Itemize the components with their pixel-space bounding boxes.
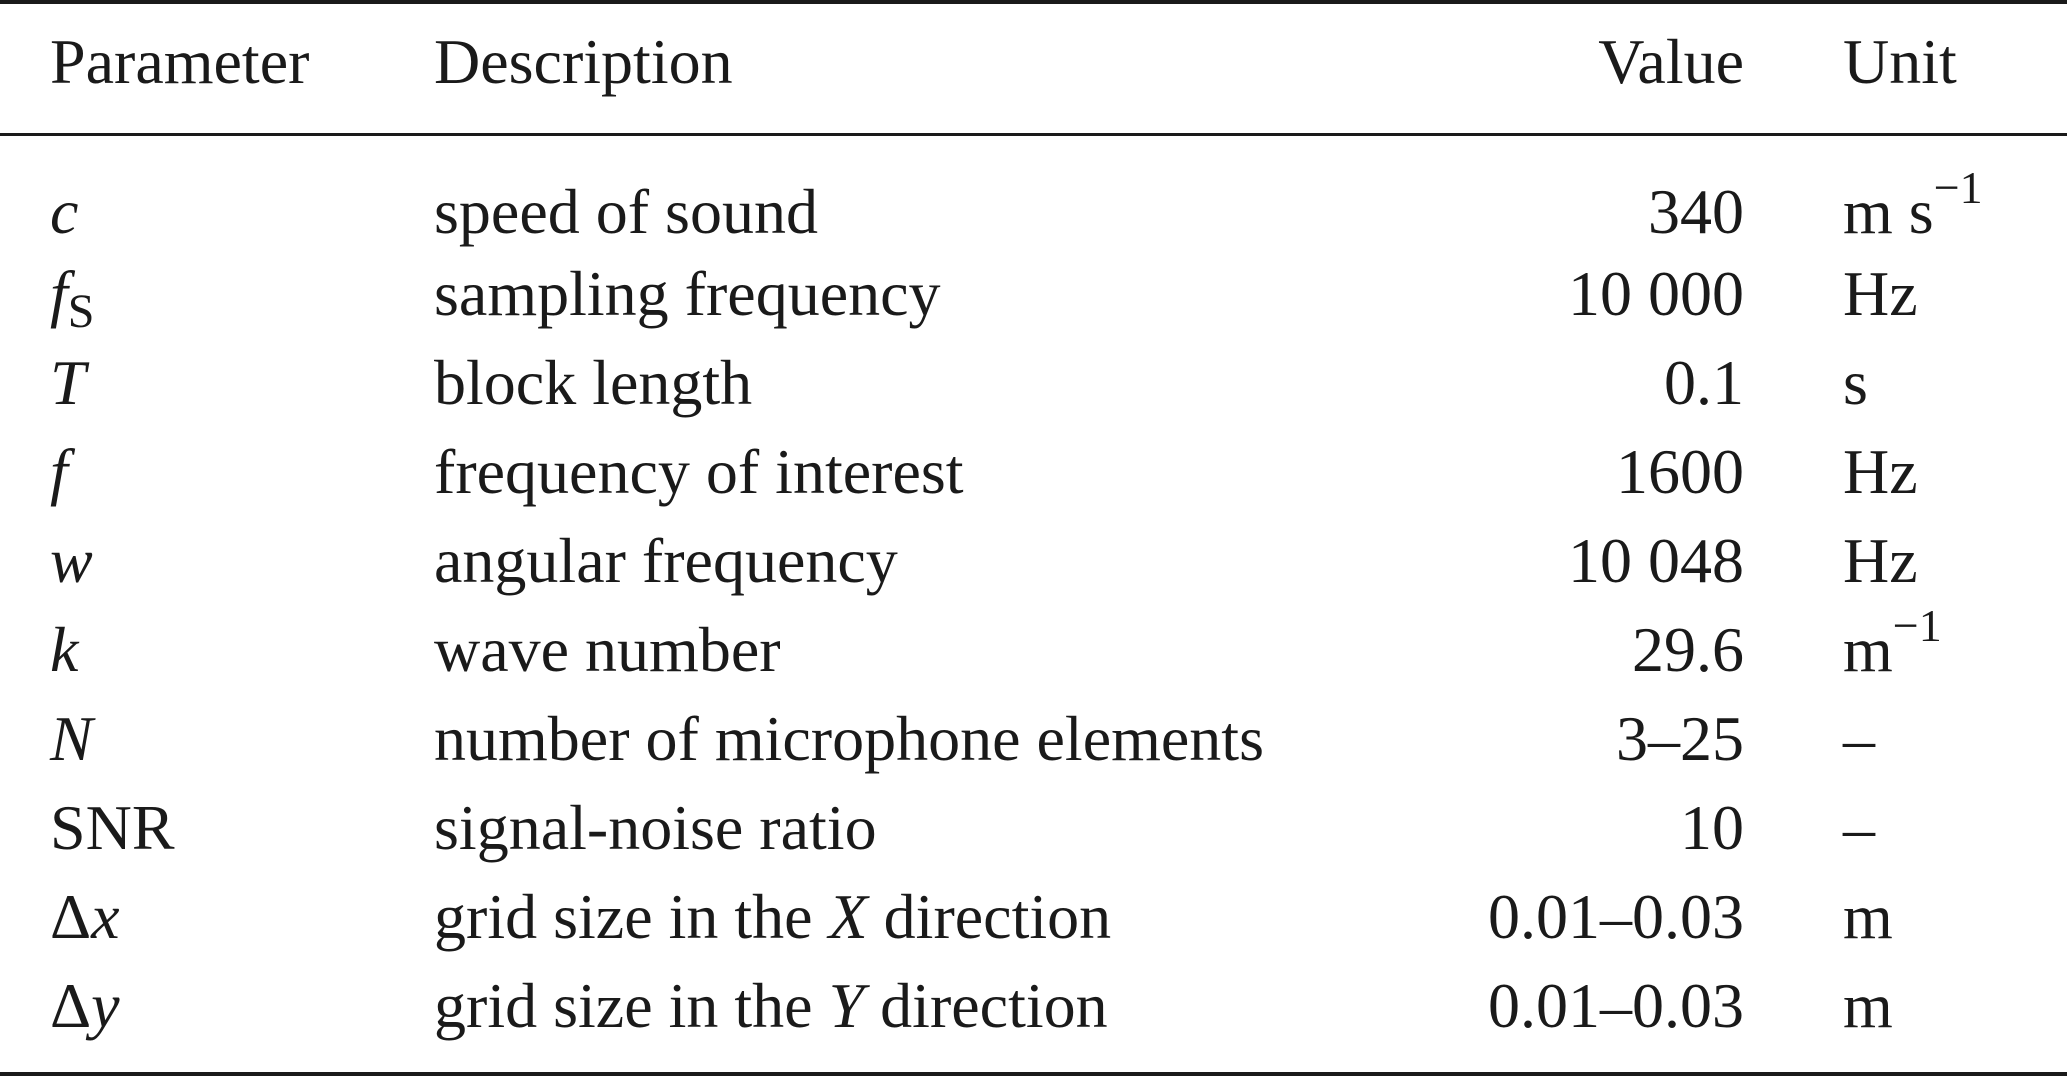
param-unit: m xyxy=(1843,970,1893,1041)
param-value: 0.1 xyxy=(1664,347,1744,418)
param-value: 29.6 xyxy=(1632,614,1744,685)
param-description: grid size in the X direction xyxy=(434,885,1111,949)
param-description: angular frequency xyxy=(434,525,898,596)
symbol-base: y xyxy=(91,970,120,1041)
param-symbol: w xyxy=(50,525,93,596)
param-symbol: c xyxy=(50,176,79,247)
symbol-delta: Δ xyxy=(50,970,92,1041)
param-symbol: T xyxy=(50,347,86,418)
table-top-rule xyxy=(0,0,2067,4)
header-parameter: Parameter xyxy=(50,26,310,97)
description-text: grid size in the xyxy=(434,970,829,1041)
param-symbol: k xyxy=(50,614,79,685)
param-description: sampling frequency xyxy=(434,258,941,329)
description-text: direction xyxy=(867,881,1112,952)
param-symbol: Δy xyxy=(50,974,120,1038)
unit-exponent: −1 xyxy=(1892,600,1942,651)
param-value: 0.01–0.03 xyxy=(1488,881,1744,952)
param-value: 340 xyxy=(1648,176,1744,247)
param-unit: Hz xyxy=(1843,525,1918,596)
param-unit: m−1 xyxy=(1843,603,1942,682)
param-unit: s xyxy=(1843,347,1868,418)
header-value: Value xyxy=(1598,26,1744,97)
param-description: number of microphone elements xyxy=(434,703,1264,774)
param-description: speed of sound xyxy=(434,176,818,247)
param-value: 10 xyxy=(1680,792,1744,863)
param-value: 0.01–0.03 xyxy=(1488,970,1744,1041)
header-description: Description xyxy=(434,26,733,97)
param-unit: m xyxy=(1843,881,1893,952)
table-header-row: Parameter Description Value Unit xyxy=(0,30,2067,100)
param-unit: – xyxy=(1843,703,1875,774)
description-variable: Y xyxy=(828,970,865,1041)
param-value: 10 048 xyxy=(1568,525,1744,596)
unit-base: m s xyxy=(1843,176,1934,247)
param-symbol: SNR xyxy=(50,792,175,863)
param-value: 3–25 xyxy=(1616,703,1744,774)
param-unit: – xyxy=(1843,792,1875,863)
param-unit: Hz xyxy=(1843,258,1918,329)
symbol-delta: Δ xyxy=(50,881,92,952)
description-variable: X xyxy=(828,881,868,952)
param-symbol: fS xyxy=(50,262,94,336)
param-unit: m s−1 xyxy=(1843,165,1983,244)
param-description: frequency of interest xyxy=(434,436,964,507)
table-bottom-rule xyxy=(0,1072,2067,1076)
unit-exponent: −1 xyxy=(1933,162,1983,213)
param-unit: Hz xyxy=(1843,436,1918,507)
symbol-base: f xyxy=(50,258,68,329)
param-symbol: N xyxy=(50,703,93,774)
symbol-base: x xyxy=(91,881,120,952)
unit-base: m xyxy=(1843,614,1893,685)
param-description: wave number xyxy=(434,614,781,685)
param-description: signal-noise ratio xyxy=(434,792,877,863)
param-value: 1600 xyxy=(1616,436,1744,507)
param-symbol: Δx xyxy=(50,885,120,949)
table-header-rule xyxy=(0,133,2067,136)
param-value: 10 000 xyxy=(1568,258,1744,329)
description-text: direction xyxy=(864,970,1108,1041)
header-unit: Unit xyxy=(1843,26,1957,97)
param-description: block length xyxy=(434,347,753,418)
symbol-subscript: S xyxy=(67,285,95,338)
param-symbol: f xyxy=(50,436,68,507)
description-text: grid size in the xyxy=(434,881,829,952)
param-description: grid size in the Y direction xyxy=(434,974,1108,1038)
